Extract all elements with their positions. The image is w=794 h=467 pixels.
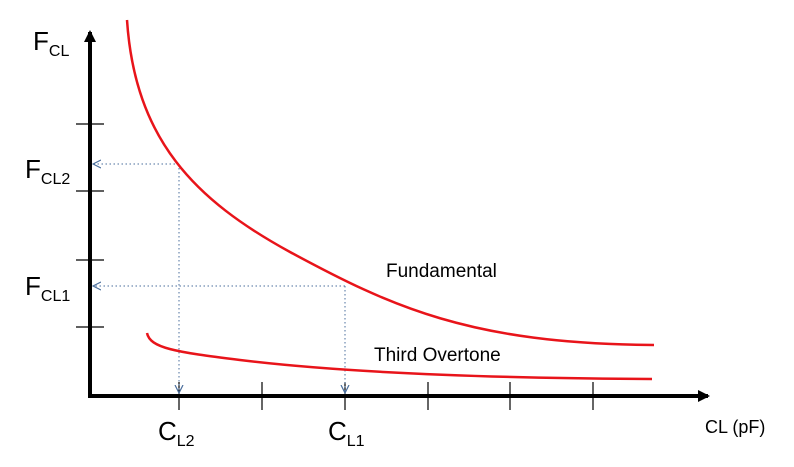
third-overtone-label: Third Overtone [374, 345, 501, 366]
x-axis-label: CL (pF) [705, 417, 765, 437]
third-overtone-curve [145, 332, 653, 381]
fcl1-label: FCL1 [25, 271, 70, 305]
fundamental-curve [125, 19, 655, 347]
guide-lines [93, 164, 345, 393]
y-ticks [76, 123, 104, 328]
fundamental-label: Fundamental [386, 261, 497, 282]
cl1-label: CL1 [328, 416, 365, 450]
fcl2-label: FCL2 [25, 154, 70, 188]
cl2-label: CL2 [158, 416, 195, 450]
y-axis-label: FCL [33, 26, 69, 60]
